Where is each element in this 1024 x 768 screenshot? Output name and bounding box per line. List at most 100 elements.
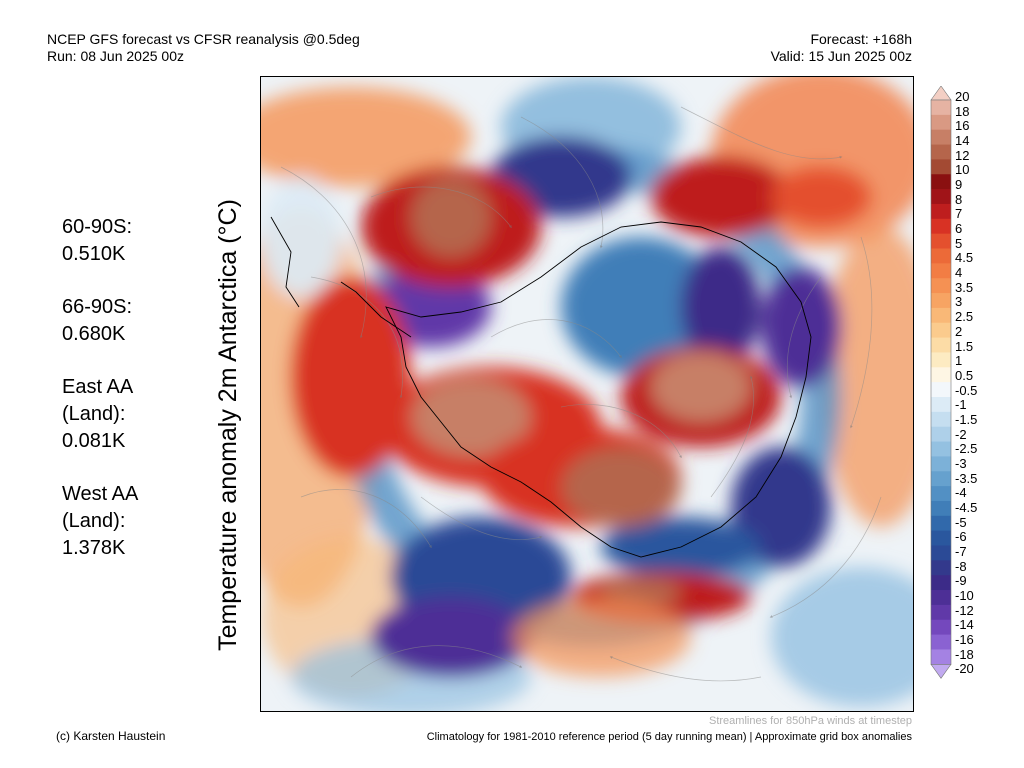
colorbar-tick-label: -14 — [955, 617, 974, 633]
colorbar-swatch — [931, 545, 951, 561]
anomaly-field — [261, 77, 913, 711]
colorbar-swatch — [931, 203, 951, 220]
colorbar-tick-label: -4.5 — [955, 499, 978, 515]
colorbar-swatch — [931, 144, 951, 160]
colorbar-max-arrow — [930, 86, 952, 101]
colorbar-tick-label: 5 — [955, 235, 963, 251]
colorbar-tick-label: -10 — [955, 587, 974, 603]
stat-region: East AA — [62, 376, 134, 398]
colorbar-swatch — [931, 560, 951, 576]
colorbar-swatch — [931, 471, 951, 487]
colorbar-tick-label: -4 — [955, 485, 967, 501]
colorbar-tick-label: 12 — [955, 147, 970, 163]
colorbar-swatch — [931, 634, 951, 650]
stat-value: 0.680K — [62, 323, 126, 345]
run-time: Run: 08 Jun 2025 00z — [47, 48, 184, 64]
colorbar-swatch — [931, 411, 951, 428]
colorbar-tick-label: 0.5 — [955, 367, 974, 383]
stat-region-sub: (Land): — [62, 510, 126, 532]
colorbar-tick-label: 14 — [955, 133, 970, 148]
colorbar-tick-label: -2.5 — [955, 441, 978, 457]
colorbar-swatch — [931, 129, 951, 145]
stat-60-90s: 60-90S: 0.510K — [62, 214, 172, 268]
colorbar-swatch — [931, 530, 951, 546]
colorbar-tick-label: -20 — [955, 661, 974, 677]
colorbar-tick-label: -3 — [955, 455, 967, 471]
colorbar-swatch — [931, 278, 951, 294]
colorbar-swatch — [931, 218, 951, 235]
valid-time: Valid: 15 Jun 2025 00z — [770, 48, 912, 64]
header-left: NCEP GFS forecast vs CFSR reanalysis @0.… — [47, 31, 360, 65]
anomaly-map-canvas — [261, 77, 913, 711]
header-right: Forecast: +168h Valid: 15 Jun 2025 00z — [771, 31, 912, 65]
colorbar-tick-label: -7 — [955, 543, 967, 559]
stat-value: 0.510K — [62, 243, 126, 265]
colorbar-swatch — [931, 174, 951, 190]
stat-west-aa: West AA (Land): 1.378K — [62, 481, 172, 562]
colorbar-tick-label: -1 — [955, 397, 967, 413]
colorbar-swatch — [931, 515, 951, 532]
colorbar-tick-label: 3 — [955, 294, 963, 310]
colorbar-tick-label: 9 — [955, 177, 963, 192]
chart-title: NCEP GFS forecast vs CFSR reanalysis @0.… — [47, 31, 360, 47]
stat-value: 0.081K — [62, 430, 126, 452]
colorbar-tick-label: 1.5 — [955, 338, 974, 354]
colorbar-min-arrow — [930, 664, 952, 679]
streamline-note: Streamlines for 850hPa winds at timestep — [709, 715, 912, 727]
colorbar-swatch — [931, 322, 951, 338]
south-america-coast — [270, 216, 300, 308]
colorbar-swatch — [931, 619, 951, 635]
colorbar-tick-label: -1.5 — [955, 411, 978, 427]
colorbar-swatch — [931, 114, 951, 131]
colorbar-swatch — [931, 248, 951, 264]
colorbar-tick-label: -5 — [955, 514, 967, 530]
colorbar-tick-label: 7 — [955, 206, 963, 222]
colorbar-tick-label: 1 — [955, 353, 963, 369]
colorbar-tick-label: -12 — [955, 602, 974, 618]
colorbar-tick-label: -0.5 — [955, 382, 978, 398]
colorbar-swatch — [931, 337, 951, 353]
stat-region: 66-90S: — [62, 296, 133, 318]
colorbar-tick-label: 20 — [955, 89, 970, 104]
forecast-hour: Forecast: +168h — [810, 31, 912, 47]
colorbar-swatch — [931, 575, 951, 591]
colorbar-swatch — [931, 189, 951, 205]
colorbar-tick-label: 8 — [955, 191, 963, 207]
antarctic-peninsula — [340, 281, 412, 338]
colorbar-swatch — [931, 352, 951, 368]
colorbar-frame — [930, 99, 952, 665]
colorbar-swatch — [931, 397, 951, 413]
colorbar-swatch — [931, 590, 951, 606]
colorbar-tick-label: -18 — [955, 646, 974, 662]
colorbar-swatch — [931, 441, 951, 457]
colorbar-tick-label: -2 — [955, 426, 967, 442]
stat-east-aa: East AA (Land): 0.081K — [62, 374, 172, 455]
colorbar-swatch — [931, 100, 951, 116]
axis-title: Temperature anomaly 2m Antarctica (°C) — [214, 199, 242, 651]
colorbar-swatch — [931, 649, 951, 665]
credit: (c) Karsten Haustein — [56, 729, 166, 743]
colorbar-swatch — [931, 382, 951, 398]
colorbar-tick-label: 3.5 — [955, 279, 974, 295]
colorbar-tick-label: 18 — [955, 103, 970, 119]
stat-region: 60-90S: — [62, 216, 133, 238]
colorbar-tick-label: 4.5 — [955, 250, 974, 266]
antarctica-coastline — [385, 221, 812, 558]
colorbar-tick-label: 4 — [955, 265, 963, 281]
anomaly-map — [260, 76, 914, 712]
region-stats: 60-90S: 0.510K 66-90S: 0.680K East AA (L… — [62, 214, 172, 588]
colorbar-swatch — [931, 456, 951, 472]
colorbar-tick-label: 10 — [955, 162, 970, 178]
colorbar-swatch — [931, 367, 951, 383]
colorbar-tick-label: 16 — [955, 118, 970, 134]
colorbar-swatch — [931, 263, 951, 279]
colorbar-tick-label: -8 — [955, 558, 967, 574]
colorbar-swatch — [931, 159, 951, 175]
colorbar-swatch — [931, 307, 951, 324]
colorbar-tick-label: 2 — [955, 323, 963, 339]
colorbar-swatch — [931, 500, 951, 517]
colorbar — [930, 86, 952, 679]
stat-region: West AA — [62, 483, 139, 505]
stat-66-90s: 66-90S: 0.680K — [62, 294, 172, 348]
colorbar-tick-label: -9 — [955, 573, 967, 589]
